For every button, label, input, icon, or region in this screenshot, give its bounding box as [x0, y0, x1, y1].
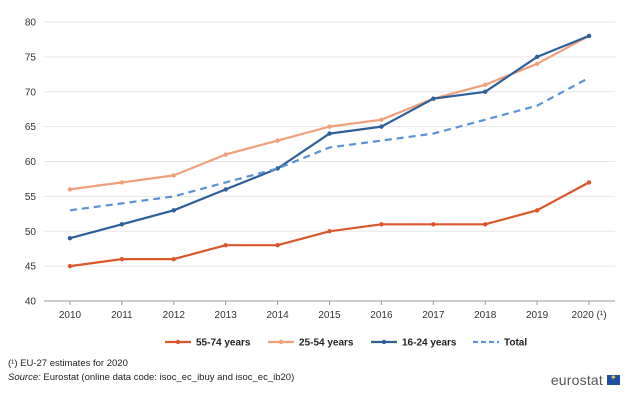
- footnote-source: Source: Eurostat (online data code: isoc…: [8, 372, 294, 383]
- series-line: [69, 34, 590, 240]
- y-tick-label: 45: [25, 262, 37, 273]
- series-line: [69, 34, 590, 191]
- legend-label: 16-24 years: [402, 338, 457, 349]
- data-point: [534, 208, 540, 213]
- legend-swatch-point: [175, 339, 181, 345]
- data-point: [379, 222, 384, 227]
- data-point: [67, 187, 73, 192]
- source-prefix: Source:: [8, 372, 41, 383]
- data-point: [586, 180, 592, 185]
- data-point: [223, 152, 228, 157]
- x-tick-label: 2010: [59, 310, 82, 321]
- y-tick-label: 70: [25, 87, 37, 98]
- y-tick-label: 50: [25, 227, 37, 238]
- data-point: [223, 187, 228, 192]
- data-point: [171, 208, 176, 213]
- data-point: [67, 236, 73, 241]
- x-tick-label: 2019: [526, 310, 549, 321]
- x-tick-label: 2017: [422, 310, 445, 321]
- data-point: [275, 138, 280, 143]
- data-point: [483, 222, 488, 227]
- data-point: [534, 54, 540, 60]
- y-tick-label: 40: [25, 297, 37, 308]
- data-point: [379, 124, 384, 129]
- data-point: [327, 124, 332, 129]
- data-point: [223, 243, 228, 248]
- series-line: [69, 76, 590, 212]
- legend-swatch-point: [381, 339, 387, 345]
- x-tick-label: 2016: [370, 310, 393, 321]
- source-text: Eurostat (online data code: isoc_ec_ibuy…: [40, 372, 295, 383]
- y-tick-label: 65: [25, 122, 37, 133]
- data-point: [483, 82, 488, 87]
- data-point: [483, 89, 488, 94]
- data-point: [119, 256, 125, 262]
- x-tick-label: 2018: [474, 310, 497, 321]
- data-point: [534, 61, 540, 67]
- y-tick-label: 60: [25, 157, 37, 168]
- legend-label: 25-54 years: [299, 338, 354, 349]
- legend-swatch-point: [278, 339, 284, 345]
- data-point: [327, 131, 332, 136]
- data-point: [119, 180, 125, 185]
- brand-name: eurostat: [550, 372, 603, 388]
- data-point: [119, 222, 125, 227]
- y-tick-label: 75: [25, 52, 37, 63]
- data-point: [275, 243, 280, 248]
- footnote-estimates: (¹) EU-27 estimates for 2020: [8, 358, 128, 369]
- data-point: [327, 229, 332, 234]
- data-point: [171, 173, 176, 178]
- legend-label: Total: [504, 338, 527, 349]
- eurostat-logo: eurostat: [551, 372, 620, 388]
- x-tick-label: 2013: [215, 310, 238, 321]
- eu-flag-icon: [607, 373, 620, 385]
- data-point: [67, 263, 73, 269]
- legend-label: 55-74 years: [196, 338, 251, 349]
- data-point: [431, 96, 436, 101]
- y-tick-label: 80: [25, 18, 37, 29]
- x-tick-label: 2011: [111, 310, 133, 321]
- x-tick-label: 2014: [266, 310, 289, 321]
- data-point: [431, 222, 436, 227]
- data-point: [171, 256, 176, 262]
- data-point: [379, 117, 384, 122]
- series-line: [69, 181, 590, 268]
- x-tick-label: 2015: [318, 310, 341, 321]
- y-tick-label: 55: [25, 192, 37, 203]
- x-tick-label: 2012: [163, 310, 186, 321]
- data-point: [586, 33, 592, 39]
- x-tick-label: 2020 (¹): [572, 310, 607, 321]
